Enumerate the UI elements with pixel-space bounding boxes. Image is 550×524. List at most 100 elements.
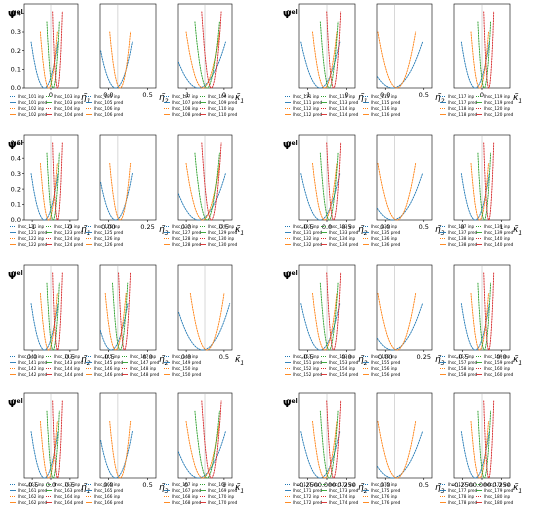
y-tick-label: 0.4 [11, 154, 21, 162]
x-tick-label: 1 [500, 223, 504, 231]
legend-entry: lhsc_168 inp [172, 494, 199, 499]
series-pred-line [30, 173, 59, 221]
series-pred-line [483, 142, 494, 221]
legend-entry: lhsc_151 pred [293, 360, 323, 365]
series-pred-line [52, 272, 63, 351]
x-tick-label: -1 [29, 223, 35, 231]
series-pred-line [461, 173, 490, 221]
legend-entry: lhsc_143 inp [54, 354, 81, 359]
legend-entry: lhsc_116 pred [371, 112, 401, 117]
x-axis-label-sub: 1 [364, 98, 368, 105]
x-axis-label-sub: 1 [87, 230, 91, 237]
x-axis-label: η̃2 [358, 483, 368, 495]
series-pred-line [118, 272, 131, 351]
legend-entry: lhsc_110 inp [208, 106, 235, 111]
legend-entry: lhsc_155 pred [371, 360, 401, 365]
legend-entry: lhsc_102 inp [18, 106, 45, 111]
series-pred-line [185, 31, 220, 89]
series-pred-line [178, 303, 231, 351]
x-axis-label: η̃3 [435, 225, 445, 237]
x-tick-label: 0 [222, 91, 226, 99]
x-axis-label: κ̃1 [513, 93, 522, 105]
y-axis-label-sup: el [17, 9, 23, 16]
legend-entry: lhsc_179 pred [484, 488, 514, 493]
legend-entry: lhsc_123 inp [54, 224, 81, 229]
series-pred-line [30, 303, 59, 351]
x-tick-label: 0 [345, 91, 349, 99]
legend-entry: lhsc_126 pred [94, 242, 124, 247]
x-tick-label: -0.250 [297, 481, 318, 489]
series-pred-line [194, 410, 220, 479]
series-pred-line [326, 272, 341, 351]
y-axis-label: Ψ̃el [283, 398, 298, 410]
series-inp-line [376, 431, 424, 479]
series-pred-line [320, 152, 339, 221]
x-tick-label: 0.0 [27, 353, 37, 361]
legend-entry: lhsc_148 pred [130, 372, 160, 377]
legend-entry: lhsc_175 inp [371, 482, 398, 487]
x-axis-label-sub: 1 [518, 488, 522, 495]
legend-entry: lhsc_137 pred [448, 230, 478, 235]
series-pred-line [46, 21, 60, 89]
x-axis-label: η̃1 [81, 483, 91, 495]
legend-entry: lhsc_146 pred [94, 372, 124, 377]
x-tick-label: -1 [304, 91, 310, 99]
series-pred-line [52, 142, 63, 221]
legend-entry: lhsc_126 inp [94, 236, 121, 241]
series-inp-line [376, 303, 424, 351]
legend-entry: lhsc_111 inp [293, 94, 320, 99]
x-tick-label: 0.0 [103, 91, 113, 99]
legend-entry: lhsc_128 inp [172, 236, 199, 241]
legend-entry: lhsc_150 pred [172, 372, 202, 377]
series-pred-line [52, 400, 63, 479]
legend-entry: lhsc_133 inp [329, 224, 356, 229]
legend-entry: lhsc_169 inp [208, 482, 235, 487]
legend-entry: lhsc_145 inp [94, 354, 121, 359]
x-axis-label: η̃3 [435, 483, 445, 495]
x-axis-label-sub: 2 [364, 488, 368, 495]
legend-entry: lhsc_119 inp [484, 94, 511, 99]
plot-frame [99, 134, 157, 221]
legend-entry: lhsc_111 pred [293, 100, 323, 105]
legend-entry: lhsc_165 inp [94, 482, 121, 487]
legend-entry: lhsc_125 pred [94, 230, 124, 235]
x-axis-label: κ̃1 [513, 483, 522, 495]
x-tick-label: -1 [183, 91, 189, 99]
legend-entry: lhsc_162 pred [18, 500, 48, 505]
y-tick-label: 0.3 [11, 170, 21, 178]
x-axis-label: η̃2 [358, 355, 368, 367]
legend-entry: lhsc_150 inp [172, 366, 199, 371]
legend-entry: lhsc_114 pred [329, 112, 359, 117]
legend-entry: lhsc_144 inp [54, 366, 81, 371]
x-tick-label: 0.250 [337, 481, 356, 489]
legend-entry: lhsc_173 pred [329, 488, 359, 493]
series-pred-line [178, 173, 226, 221]
legend-entry: lhsc_167 pred [172, 488, 202, 493]
series-pred-line [312, 420, 338, 479]
plot-frame [376, 264, 433, 351]
x-axis-label-sub: 2 [165, 98, 169, 105]
legend-entry: lhsc_120 inp [484, 106, 511, 111]
legend-entry: lhsc_136 inp [371, 236, 398, 241]
x-tick-label: 0.000 [473, 481, 492, 489]
legend-entry: lhsc_135 inp [371, 224, 398, 229]
series-pred-line [461, 431, 490, 479]
series-pred-line [377, 31, 416, 89]
legend-entry: lhsc_118 pred [448, 112, 478, 117]
series-pred-line [178, 431, 226, 479]
series-pred-line [201, 400, 222, 479]
x-tick-label: 0 [184, 481, 188, 489]
series-pred-line [326, 142, 341, 221]
legend-entry: lhsc_154 inp [329, 366, 356, 371]
legend-entry: lhsc_120 pred [484, 112, 514, 117]
x-tick-label: 0.0 [496, 353, 506, 361]
x-axis-label-sub: 1 [240, 360, 244, 367]
legend-entry: lhsc_170 pred [208, 500, 238, 505]
x-axis-label: η̃2 [159, 355, 169, 367]
legend-entry: lhsc_167 inp [172, 482, 199, 487]
